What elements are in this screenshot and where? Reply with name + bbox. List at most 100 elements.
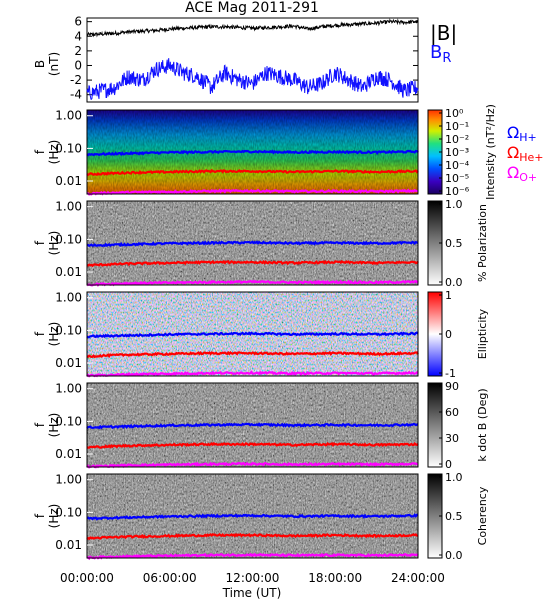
colorbar-tick-intensity: 10⁻⁴ bbox=[445, 159, 470, 172]
cyclotron-line-heplus bbox=[86, 350, 419, 359]
ylabel-ellipticity-main: f bbox=[33, 331, 47, 336]
cyclotron-line-oplus bbox=[86, 279, 419, 287]
colorbar-tick-intensity: 10⁻⁶ bbox=[445, 185, 470, 198]
ytick-polarization: 0.01 bbox=[55, 265, 82, 279]
colorbar-label-kdotb: k dot B (Deg) bbox=[476, 388, 489, 461]
panel-frame-coherency bbox=[86, 473, 419, 559]
legend-hplus-main: Ω bbox=[507, 123, 519, 142]
cyclotron-line-heplus bbox=[86, 168, 419, 177]
cyclotron-line-hplus bbox=[86, 240, 419, 248]
colorbar-tick-ellipticity: 1 bbox=[445, 289, 452, 302]
ytick-bfield: 2 bbox=[74, 44, 82, 58]
ylabel-polarization-unit: (Hz) bbox=[47, 231, 61, 256]
colorbar-tick-intensity: 10⁰ bbox=[445, 107, 464, 120]
figure-title: ACE Mag 2011-291 bbox=[185, 0, 319, 16]
panel-frame-kdotb bbox=[86, 382, 419, 468]
cyclotron-line-oplus bbox=[86, 188, 419, 196]
colorbar-label-intensity: Intensity (nT²/Hz) bbox=[484, 104, 497, 200]
cyclotron-line-oplus bbox=[86, 552, 419, 561]
ytick-kdotb: 1.00 bbox=[55, 382, 82, 396]
colorbar-tick-ellipticity: 0 bbox=[445, 328, 452, 341]
colorbar-tick-intensity: 10⁻¹ bbox=[445, 120, 469, 133]
ylabel-coherency-main: f bbox=[33, 513, 47, 518]
cyclotron-line-hplus bbox=[86, 331, 419, 339]
panel-polarization: 1.00 0.10 0.01 f (Hz) 1.0 0.5 0.0 % Polarization bbox=[33, 198, 489, 289]
colorbar-label-polarization: % Polarization bbox=[476, 204, 489, 282]
ytick-kdotb: 0.10 bbox=[55, 414, 82, 428]
colorbar-kdotb bbox=[427, 382, 443, 468]
ytick-bfield: 6 bbox=[74, 15, 82, 29]
cyclotron-line-hplus bbox=[86, 422, 419, 430]
legend-btotal: |B| bbox=[430, 21, 457, 45]
ylabel-intensity-unit: (Hz) bbox=[47, 140, 61, 165]
ylabel-bfield-main: B bbox=[33, 60, 47, 68]
cyclotron-line-hplus bbox=[86, 513, 419, 521]
ytick-intensity: 0.10 bbox=[55, 141, 82, 155]
colorbar-tick-polarization: 0.5 bbox=[445, 237, 463, 250]
ytick-polarization: 1.00 bbox=[55, 200, 82, 214]
cyclotron-line-heplus bbox=[86, 259, 419, 268]
cyclotron-line-heplus bbox=[86, 532, 419, 541]
cyclotron-line-oplus bbox=[86, 370, 419, 378]
colorbar-tick-kdotb: 60 bbox=[445, 406, 459, 419]
x-axis-label: Time (UT) bbox=[222, 586, 282, 600]
colorbar-tick-polarization: 1.0 bbox=[445, 198, 463, 211]
colorbar-tick-intensity: 10⁻⁵ bbox=[445, 172, 469, 185]
xtick-label: 24:00:00 bbox=[391, 571, 445, 585]
colorbar-label-coherency: Coherency bbox=[476, 486, 489, 545]
cyclotron-line-oplus bbox=[86, 461, 419, 469]
ylabel-ellipticity-unit: (Hz) bbox=[47, 322, 61, 347]
legend-heplus-sub: He+ bbox=[519, 151, 543, 164]
legend-oplus-main: Ω bbox=[507, 163, 519, 182]
ytick-bfield: -4 bbox=[70, 88, 82, 102]
legend-heplus-main: Ω bbox=[507, 143, 519, 162]
legend-hplus-sub: H+ bbox=[519, 131, 537, 144]
ylabel-bfield-unit: (nT) bbox=[47, 52, 61, 76]
colorbar-tick-intensity: 10⁻³ bbox=[445, 146, 469, 159]
x-axis-ticks: 00:00:00 06:00:00 12:00:00 18:00:00 24:00:00 bbox=[60, 571, 445, 585]
ytick-polarization: 0.10 bbox=[55, 232, 82, 246]
ylabel-kdotb-unit: (Hz) bbox=[47, 413, 61, 438]
colorbar-tick-coherency: 0.5 bbox=[445, 510, 463, 523]
cyclotron-line-hplus bbox=[86, 149, 419, 157]
ylabel-intensity-main: f bbox=[33, 149, 47, 154]
legend-hplus: ΩH+ bbox=[507, 123, 537, 144]
colorbar-tick-ellipticity: -1 bbox=[445, 367, 456, 380]
legend-oplus: ΩO+ bbox=[507, 163, 537, 184]
ytick-intensity: 0.01 bbox=[55, 174, 82, 188]
colorbar-tick-coherency: 1.0 bbox=[445, 471, 463, 484]
cyclotron-line-heplus bbox=[86, 441, 419, 449]
ytick-ellipticity: 0.10 bbox=[55, 323, 82, 337]
legend-br-sub: R bbox=[442, 51, 451, 66]
ytick-ellipticity: 0.01 bbox=[55, 356, 82, 370]
ytick-ellipticity: 1.00 bbox=[55, 291, 82, 305]
panel-kdotb: 1.00 0.10 0.01 f (Hz) 90 60 30 0 k dot B (Deg) bbox=[33, 380, 489, 471]
panel-frame-intensity bbox=[86, 109, 419, 195]
xtick-label: 06:00:00 bbox=[143, 571, 197, 585]
panel-intensity: 1.00 0.10 0.01 f (Hz) 10⁰10⁻¹10⁻²10⁻³10⁻⁴10⁻⁵… bbox=[33, 104, 497, 200]
colorbar-tick-polarization: 0.0 bbox=[445, 276, 463, 289]
ylabel-polarization-main: f bbox=[33, 240, 47, 245]
legend-oplus-sub: O+ bbox=[519, 171, 537, 184]
xtick-label: 18:00:00 bbox=[308, 571, 362, 585]
colorbar-label-ellipticity: Ellipticity bbox=[476, 308, 489, 359]
colorbar-tick-kdotb: 30 bbox=[445, 432, 459, 445]
panel-frame-ellipticity bbox=[86, 291, 419, 377]
legend-cyclotron: ΩH+ ΩHe+ ΩO+ bbox=[507, 123, 544, 184]
ytick-bfield: 0 bbox=[74, 58, 82, 72]
ylabel-kdotb-main: f bbox=[33, 422, 47, 427]
ytick-bfield: 4 bbox=[74, 29, 82, 43]
colorbar-tick-coherency: 0.0 bbox=[445, 549, 463, 562]
legend-heplus: ΩHe+ bbox=[507, 143, 544, 164]
series-br-line bbox=[86, 58, 419, 100]
ytick-intensity: 1.00 bbox=[55, 109, 82, 123]
ytick-bfield: -2 bbox=[70, 73, 82, 87]
ytick-coherency: 1.00 bbox=[55, 473, 82, 487]
colorbar-tick-intensity: 10⁻² bbox=[445, 133, 469, 146]
panel-frame-polarization bbox=[86, 200, 419, 286]
panel-coherency: 1.00 0.10 0.01 f (Hz) 1.0 0.5 0.0 Coherency bbox=[33, 471, 489, 562]
panel-ellipticity: 1.00 0.10 0.01 f (Hz) 1 0 -1 Ellipticity bbox=[33, 289, 489, 380]
xtick-label: 00:00:00 bbox=[60, 571, 114, 585]
ytick-coherency: 0.01 bbox=[55, 538, 82, 552]
